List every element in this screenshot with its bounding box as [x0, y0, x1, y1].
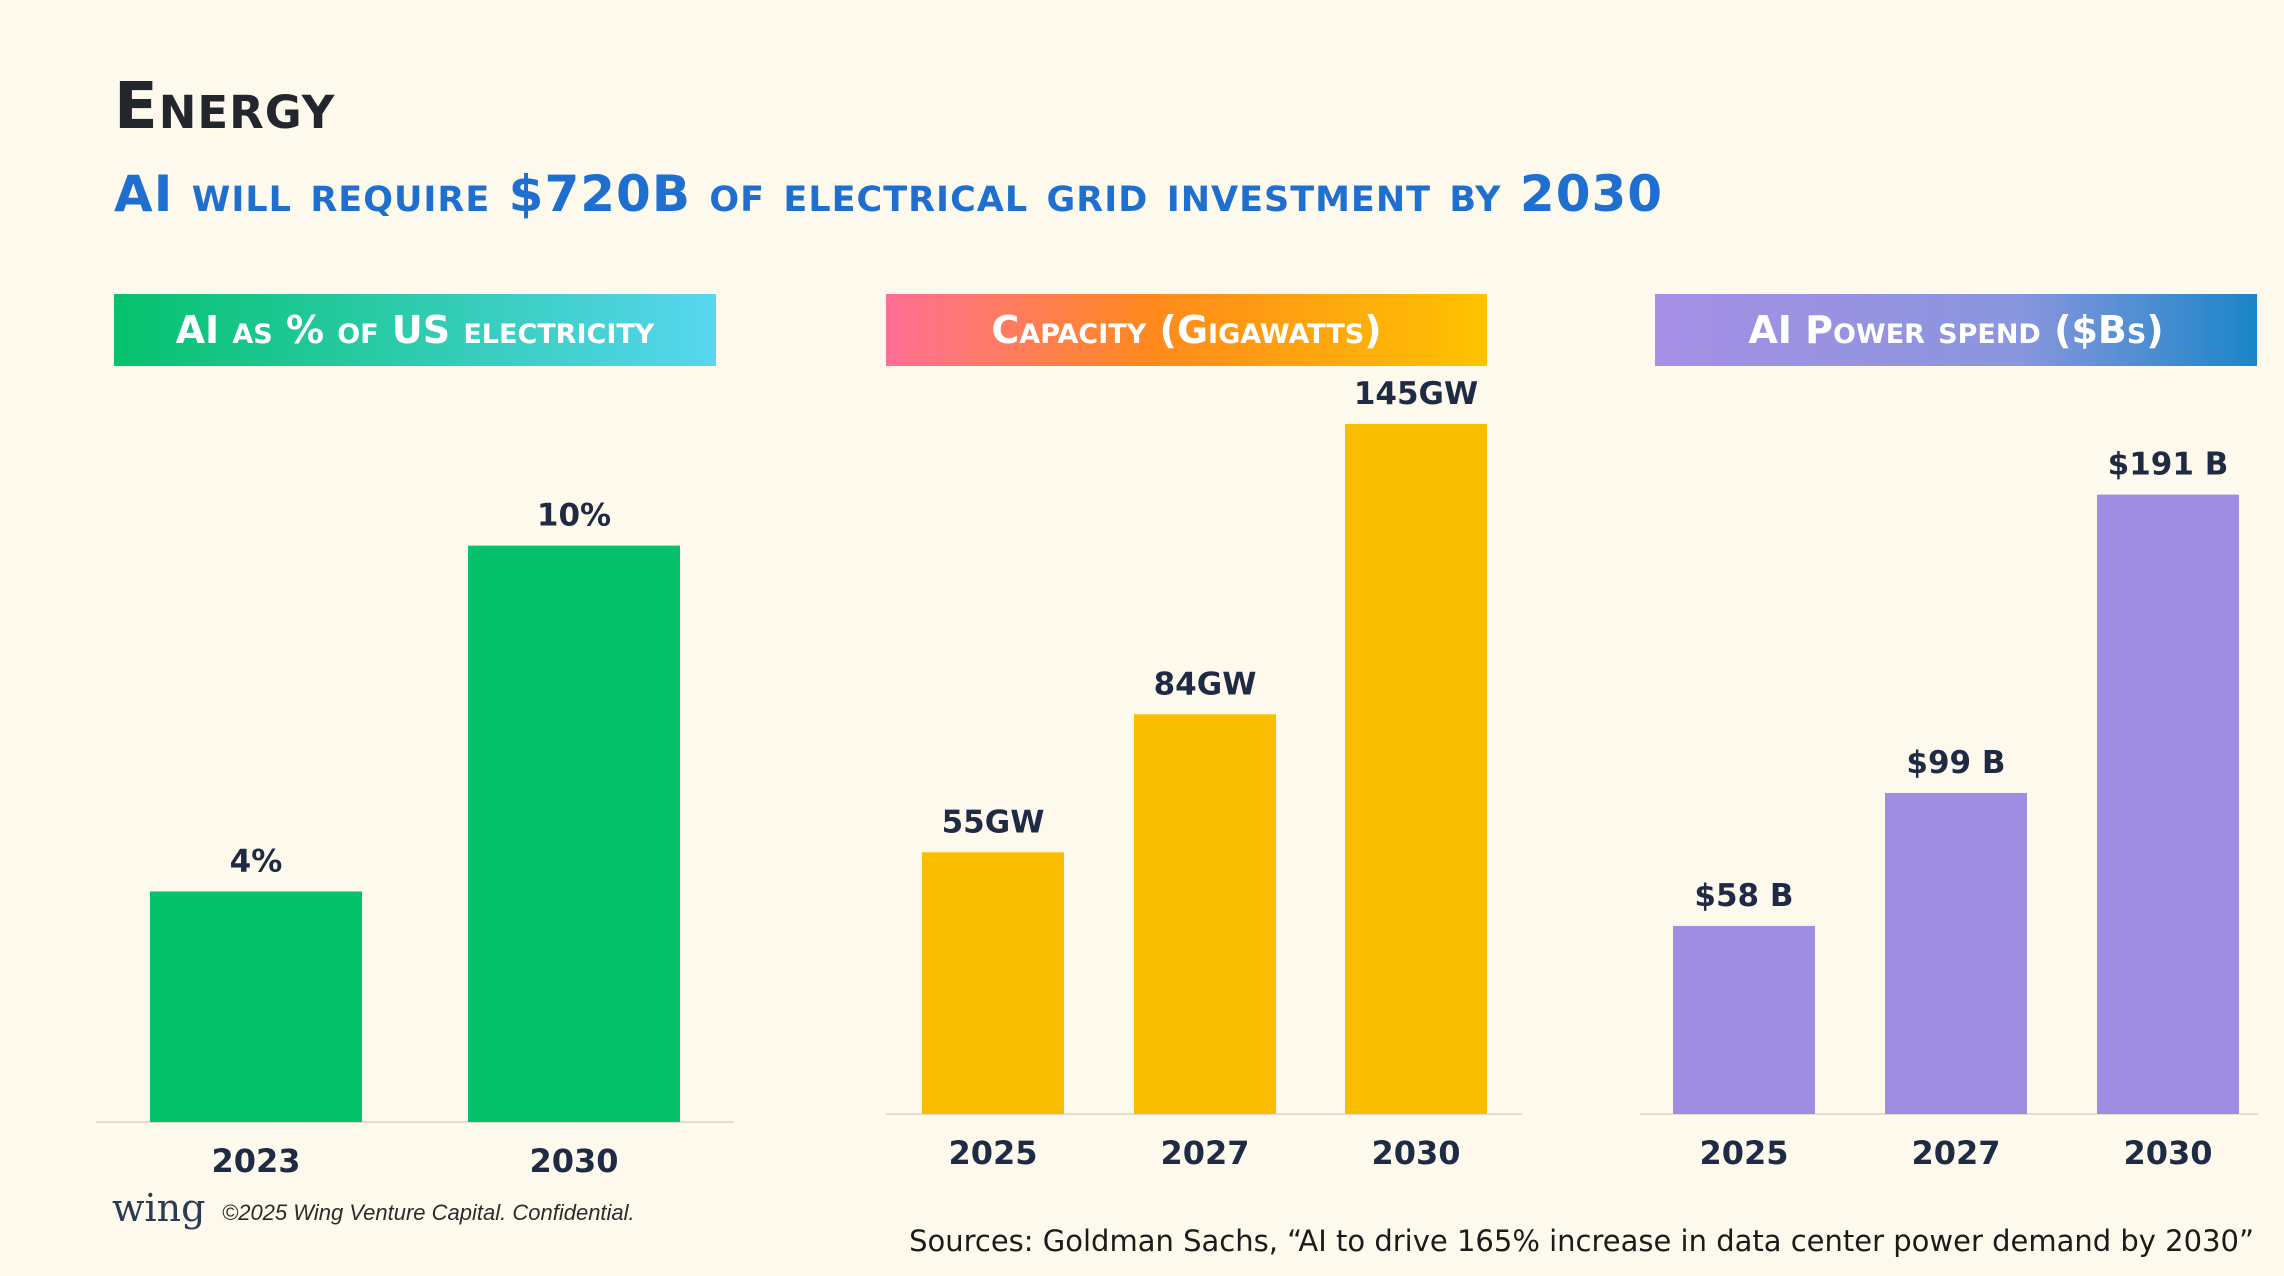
chart-3-value-label: $191 B: [2108, 447, 2229, 483]
chart-3-category-label: 2025: [1699, 1134, 1788, 1172]
chart-1-bar-2023: [150, 891, 362, 1122]
chart-1-category-label: 2023: [211, 1142, 300, 1180]
chart-2-bar-2030: [1345, 424, 1487, 1114]
chart-header-electricity: AI as % of US electricity: [114, 294, 716, 366]
chart-2-bar-2027: [1134, 714, 1276, 1114]
chart-1-category-label: 2030: [529, 1142, 618, 1180]
page-title: Energy: [114, 70, 336, 144]
chart-1-value-label: 4%: [230, 843, 283, 879]
chart-header-capacity: Capacity (Gigawatts): [886, 294, 1487, 366]
chart-2-category-label: 2030: [1371, 1134, 1460, 1172]
chart-2-category-label: 2027: [1160, 1134, 1249, 1172]
chart-3-bar-2030: [2097, 494, 2239, 1115]
sources-note: Sources: Goldman Sachs, “AI to drive 165…: [909, 1224, 2254, 1258]
chart-2-value-label: 55GW: [942, 804, 1045, 840]
page-subtitle: AI will require $720B of electrical grid…: [114, 165, 1664, 223]
chart-3-bar-2027: [1885, 792, 2027, 1114]
chart-3-category-label: 2030: [2123, 1134, 2212, 1172]
copyright-note: ©2025 Wing Venture Capital. Confidential…: [222, 1200, 635, 1225]
wing-logo: wing: [112, 1186, 206, 1230]
chart-2-value-label: 145GW: [1354, 376, 1478, 412]
chart-3-value-label: $58 B: [1694, 878, 1793, 914]
chart-3-bar-2025: [1673, 925, 1815, 1114]
chart-1-bar-2030: [468, 545, 680, 1122]
chart-2-category-label: 2025: [948, 1134, 1037, 1172]
chart-header-power-spend: AI Power spend ($Bs): [1655, 294, 2257, 366]
chart-2-bar-2025: [922, 852, 1064, 1114]
chart-3-value-label: $99 B: [1906, 745, 2005, 781]
chart-1-value-label: 10%: [537, 498, 611, 534]
chart-2-value-label: 84GW: [1154, 666, 1257, 702]
chart-3-category-label: 2027: [1911, 1134, 2000, 1172]
